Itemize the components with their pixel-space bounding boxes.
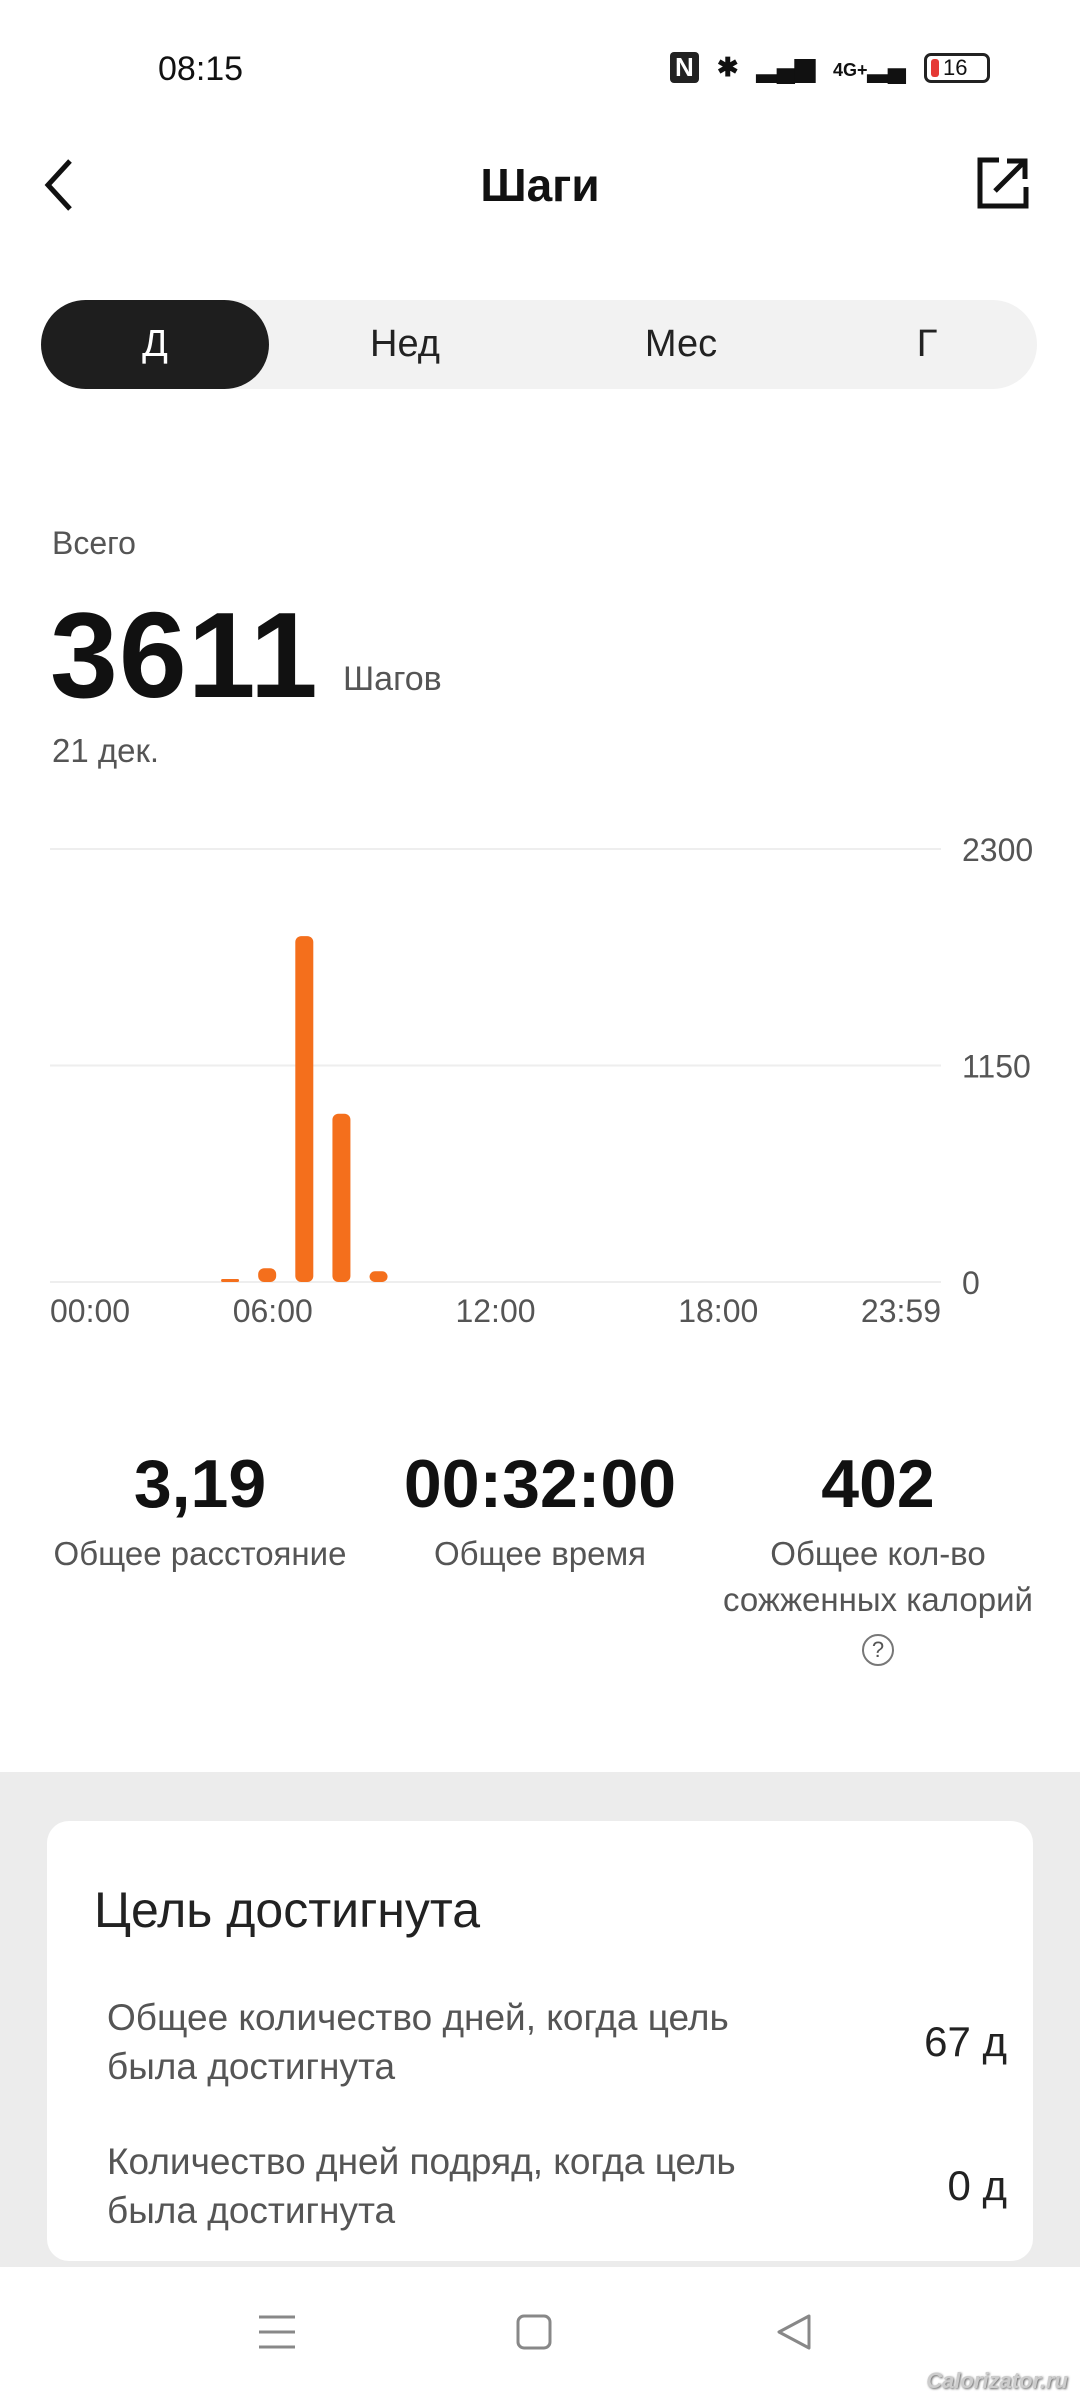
signal-icon: ▂▄▆ [756, 52, 816, 82]
signal-4g-icon: 4G+▂▄ [833, 52, 906, 82]
chart-bar [221, 1279, 240, 1282]
back-icon[interactable] [775, 2312, 815, 2352]
chevron-left-icon[interactable] [40, 155, 80, 215]
distance-value: 3,19 [133, 1446, 267, 1522]
goal-row-value: 0 д [947, 2162, 1007, 2209]
chart-bar [258, 1268, 277, 1282]
help-icon[interactable]: ? [862, 1634, 894, 1666]
total-label: Всего [52, 525, 136, 561]
network-type: 4G+ [833, 60, 868, 80]
home-icon[interactable] [516, 2314, 552, 2350]
stat-time: 00:32:00 Общее время [360, 1445, 720, 1577]
battery-icon: 16 [924, 52, 990, 83]
goal-card: Цель достигнута Общее количество дней, к… [47, 1821, 1033, 2261]
tab-year[interactable]: Г [916, 323, 938, 365]
x-tick-label: 18:00 [678, 1293, 758, 1329]
time-value: 00:32:00 [403, 1446, 677, 1522]
tab-day[interactable]: Д [41, 300, 269, 389]
goal-row-label: Количество дней подряд, когда цель была … [107, 2141, 736, 2231]
y-tick-label: 2300 [962, 832, 1033, 868]
y-tick-label: 0 [962, 1265, 980, 1301]
goal-row-total: Общее количество дней, когда цель была д… [107, 1993, 1007, 2091]
chart-bar [369, 1271, 388, 1282]
goal-row-streak: Количество дней подряд, когда цель была … [107, 2137, 1007, 2235]
total-steps: 3611 [50, 587, 319, 723]
goal-row-value: 67 д [924, 2018, 1007, 2065]
page-title: Шаги [480, 159, 600, 211]
bluetooth-icon: ✱ [716, 52, 739, 82]
tab-week[interactable]: Нед [370, 323, 440, 365]
chart-bar [295, 936, 314, 1282]
chart-bar [332, 1113, 351, 1282]
calories-value: 402 [821, 1446, 935, 1522]
period-tabs: Д Нед Мес Г [41, 300, 1037, 389]
y-tick-label: 1150 [962, 1049, 1031, 1085]
steps-unit: Шагов [343, 660, 442, 698]
goal-row-label: Общее количество дней, когда цель была д… [107, 1997, 729, 2087]
status-icons: N ✱ ▂▄▆ 4G+▂▄ 16 [670, 52, 990, 83]
calories-label: Общее кол-во сожженных калорий ? [718, 1531, 1038, 1669]
tab-month[interactable]: Мес [644, 323, 718, 365]
navigation-bar [0, 2267, 1080, 2400]
goal-title: Цель достигнута [94, 1882, 481, 1938]
stat-calories: 402 Общее кол-во сожженных калорий ? [718, 1445, 1038, 1669]
distance-label: Общее расстояние [53, 1535, 347, 1572]
date-label: 21 дек. [52, 732, 160, 769]
watermark: Calorizator.ru [926, 2368, 1068, 2393]
share-icon[interactable] [975, 155, 1031, 211]
menu-icon[interactable] [257, 2314, 297, 2350]
x-tick-label: 00:00 [50, 1293, 130, 1329]
stat-distance: 3,19 Общее расстояние [20, 1445, 380, 1577]
calories-label-text: Общее кол-во сожженных калорий [723, 1535, 1033, 1618]
battery-level: 16 [943, 54, 968, 80]
x-tick-label: 23:59 [861, 1293, 941, 1329]
time-label: Общее время [433, 1535, 647, 1572]
x-tick-label: 12:00 [455, 1293, 535, 1329]
status-time: 08:15 [158, 50, 244, 88]
steps-chart: 2300 1150 0 00:00 06:00 12:00 18:00 23:59 [50, 832, 1033, 1329]
nfc-icon: N [670, 52, 699, 83]
x-tick-label: 06:00 [233, 1293, 313, 1329]
